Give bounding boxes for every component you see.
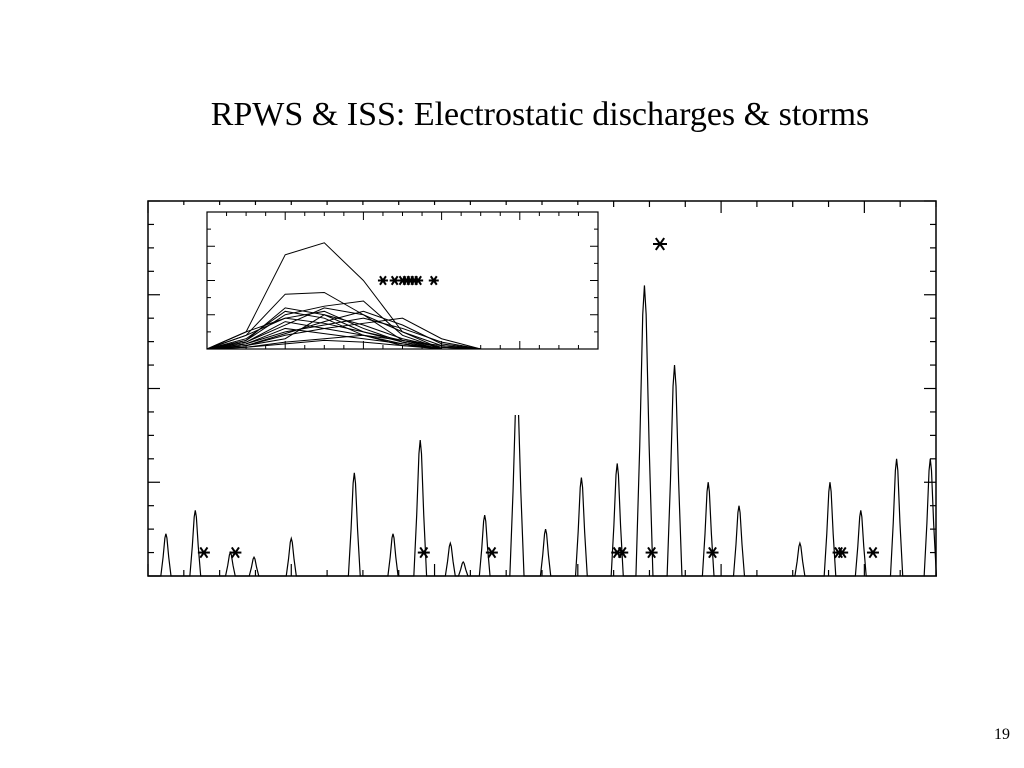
inset-cm-crossing-marker xyxy=(377,275,388,286)
slide-title: RPWS & ISS: Electrostatic discharges & s… xyxy=(210,96,870,133)
cm-crossing-marker xyxy=(197,546,210,559)
inset-cm-crossing-marker xyxy=(413,275,424,286)
main-plot xyxy=(147,200,938,577)
inset-profile-line xyxy=(206,321,481,350)
sed-rate-line xyxy=(148,285,938,577)
page-number: 19 xyxy=(994,726,1010,743)
cm-crossing-marker xyxy=(485,546,498,559)
cm-crossing-marker xyxy=(229,546,242,559)
legend-marker xyxy=(653,237,667,251)
inset-profile-line xyxy=(206,317,481,350)
cm-crossing-marker xyxy=(645,546,658,559)
cm-crossing-marker xyxy=(417,546,430,559)
inset-profile-line xyxy=(206,339,481,350)
inset-profile-line xyxy=(206,307,481,350)
inset-cm-crossing-marker xyxy=(428,275,439,286)
cm-crossing-marker xyxy=(866,546,879,559)
cm-crossing-marker xyxy=(836,546,849,559)
cm-crossing-marker xyxy=(706,546,719,559)
inset-profile-line xyxy=(206,310,481,350)
inset-background xyxy=(180,205,610,415)
inset-plot xyxy=(180,205,610,415)
cm-crossing-marker xyxy=(616,546,629,559)
inset-profile-line xyxy=(206,307,481,350)
